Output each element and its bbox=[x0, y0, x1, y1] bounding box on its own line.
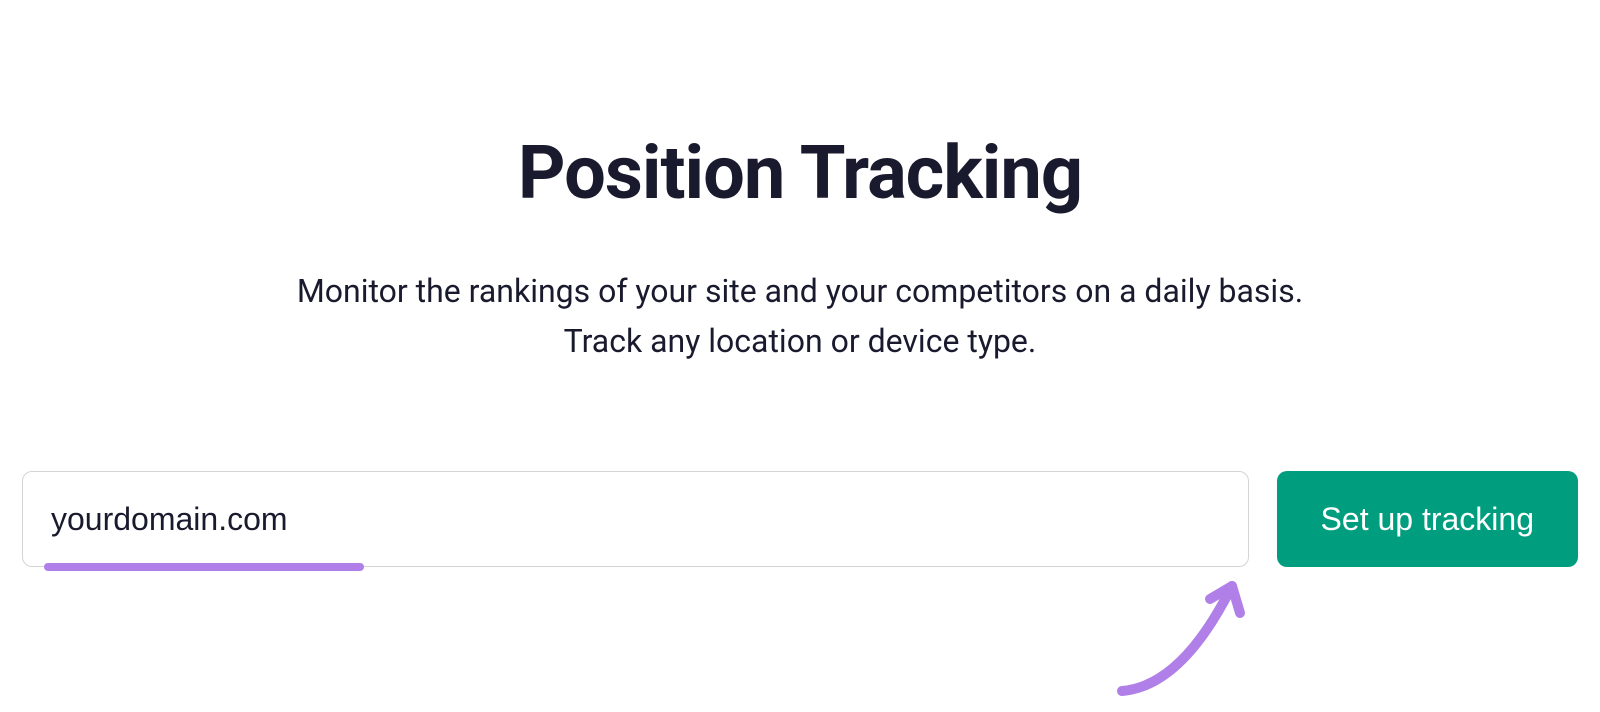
highlight-underline bbox=[44, 563, 364, 571]
domain-input-wrapper bbox=[22, 471, 1249, 567]
setup-form: Set up tracking bbox=[22, 471, 1578, 567]
domain-input[interactable] bbox=[22, 471, 1249, 567]
page-title: Position Tracking bbox=[518, 130, 1082, 217]
setup-tracking-button[interactable]: Set up tracking bbox=[1277, 471, 1578, 567]
subtitle-line-1: Monitor the rankings of your site and yo… bbox=[297, 272, 1303, 310]
subtitle-line-2: Track any location or device type. bbox=[564, 322, 1037, 360]
page-subtitle: Monitor the rankings of your site and yo… bbox=[297, 267, 1303, 366]
